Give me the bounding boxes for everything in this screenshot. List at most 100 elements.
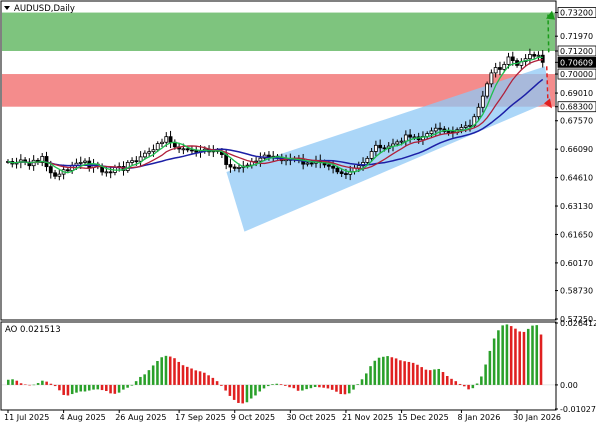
up-arrow-line <box>547 14 550 53</box>
time-axis: 11 Jul 2025 4 Aug 2025 26 Aug 2025 17 Sep 2… <box>4 410 561 422</box>
ao-bar <box>390 357 394 385</box>
ao-bar <box>322 384 325 388</box>
ao-bar <box>526 328 530 385</box>
ao-bar <box>275 383 279 385</box>
ao-bar <box>100 384 104 391</box>
ao-bar <box>134 381 138 385</box>
ao-bar <box>160 357 163 385</box>
ao-bar <box>437 368 441 385</box>
ao-bar <box>386 356 389 385</box>
ao-bar <box>403 361 406 385</box>
ao-bar <box>475 383 479 385</box>
ao-bar <box>365 373 368 385</box>
candle-body <box>344 173 348 175</box>
ao-bar <box>75 384 78 393</box>
ao-bar <box>15 380 19 385</box>
ao-bar <box>522 331 526 385</box>
candle-body <box>40 156 45 164</box>
ao-title: AO 0.021513 <box>5 325 61 335</box>
ao-bar <box>92 384 95 390</box>
ao-bar <box>509 326 513 385</box>
ao-bar <box>96 384 100 390</box>
time-label: 11 Jul 2025 <box>4 413 49 422</box>
ao-bar <box>58 384 61 391</box>
price-level-box <box>557 45 596 57</box>
candle-body <box>100 166 105 173</box>
candle-body <box>125 162 130 171</box>
price-pane[interactable] <box>2 10 555 232</box>
candle-body <box>267 154 271 158</box>
down-arrow-line <box>545 66 549 104</box>
ao-top-label: 0.026412 <box>560 319 596 328</box>
ao-bar <box>70 384 74 395</box>
candle-body <box>185 148 190 151</box>
ao-bar <box>394 358 398 385</box>
ao-bar <box>262 384 266 389</box>
ao-bar <box>458 383 462 385</box>
symbol-title: AUDUSD,Daily <box>14 4 75 14</box>
price-label: 0.60170 <box>560 259 593 268</box>
time-label: 17 Sep 2025 <box>175 413 226 422</box>
candle-body <box>378 144 383 149</box>
ao-bar <box>143 374 146 385</box>
candle-body <box>536 54 541 57</box>
candle-body <box>138 156 143 162</box>
candle-body <box>339 171 344 174</box>
candle-body <box>151 149 156 153</box>
ma-mid-line <box>7 58 543 170</box>
ao-bar <box>433 369 436 385</box>
ao-bar <box>471 384 475 389</box>
ao-bar <box>309 384 313 389</box>
ao-bar <box>7 379 10 385</box>
candle-body <box>369 151 374 159</box>
ao-bar <box>330 384 334 390</box>
candle-body <box>408 134 413 138</box>
ao-bar <box>301 384 304 391</box>
candle-body <box>506 56 511 65</box>
candle-body <box>463 125 468 128</box>
ao-bar <box>428 370 432 385</box>
resistance-zone <box>2 12 555 51</box>
ao-bar <box>198 371 202 385</box>
triangle-down-icon[interactable] <box>4 6 10 10</box>
candle-body <box>57 173 62 177</box>
ao-bar <box>164 355 168 385</box>
ao-bar <box>467 384 470 390</box>
candle-body <box>65 169 70 172</box>
candle-body <box>480 95 485 108</box>
price-label: 0.66090 <box>560 145 593 154</box>
ao-bar <box>518 331 521 385</box>
candle-body <box>181 148 186 151</box>
price-label: 0.61650 <box>560 230 593 239</box>
ao-bar <box>480 376 483 385</box>
candle-body <box>485 83 490 97</box>
candle-body <box>527 54 532 60</box>
candle-body <box>142 152 147 158</box>
ao-pane[interactable] <box>2 324 555 404</box>
ao-bar <box>11 379 14 385</box>
candle-body <box>540 54 545 63</box>
ao-bar <box>424 369 428 385</box>
candle-body <box>438 127 442 130</box>
ao-bar <box>53 384 57 387</box>
ao-bar <box>45 381 48 385</box>
candle-body <box>532 54 537 57</box>
ao-bottom-label: -0.010278 <box>560 405 596 414</box>
ao-bar <box>147 370 151 385</box>
price-level-label: 0.70000 <box>560 70 593 79</box>
ao-bar <box>156 361 159 385</box>
ao-bar <box>211 377 215 385</box>
ao-bar <box>318 384 321 388</box>
up-arrow-head <box>546 10 555 20</box>
ao-bar <box>484 364 487 385</box>
ao-bar <box>24 384 27 385</box>
ao-bar <box>126 384 129 388</box>
price-level-box <box>557 101 596 113</box>
candle-body <box>228 164 233 168</box>
ao-bar <box>249 384 253 399</box>
candle-body <box>429 130 434 135</box>
time-label: 8 Jan 2026 <box>457 413 500 422</box>
price-level-label: 0.68300 <box>560 103 593 112</box>
candle-body <box>258 157 263 162</box>
